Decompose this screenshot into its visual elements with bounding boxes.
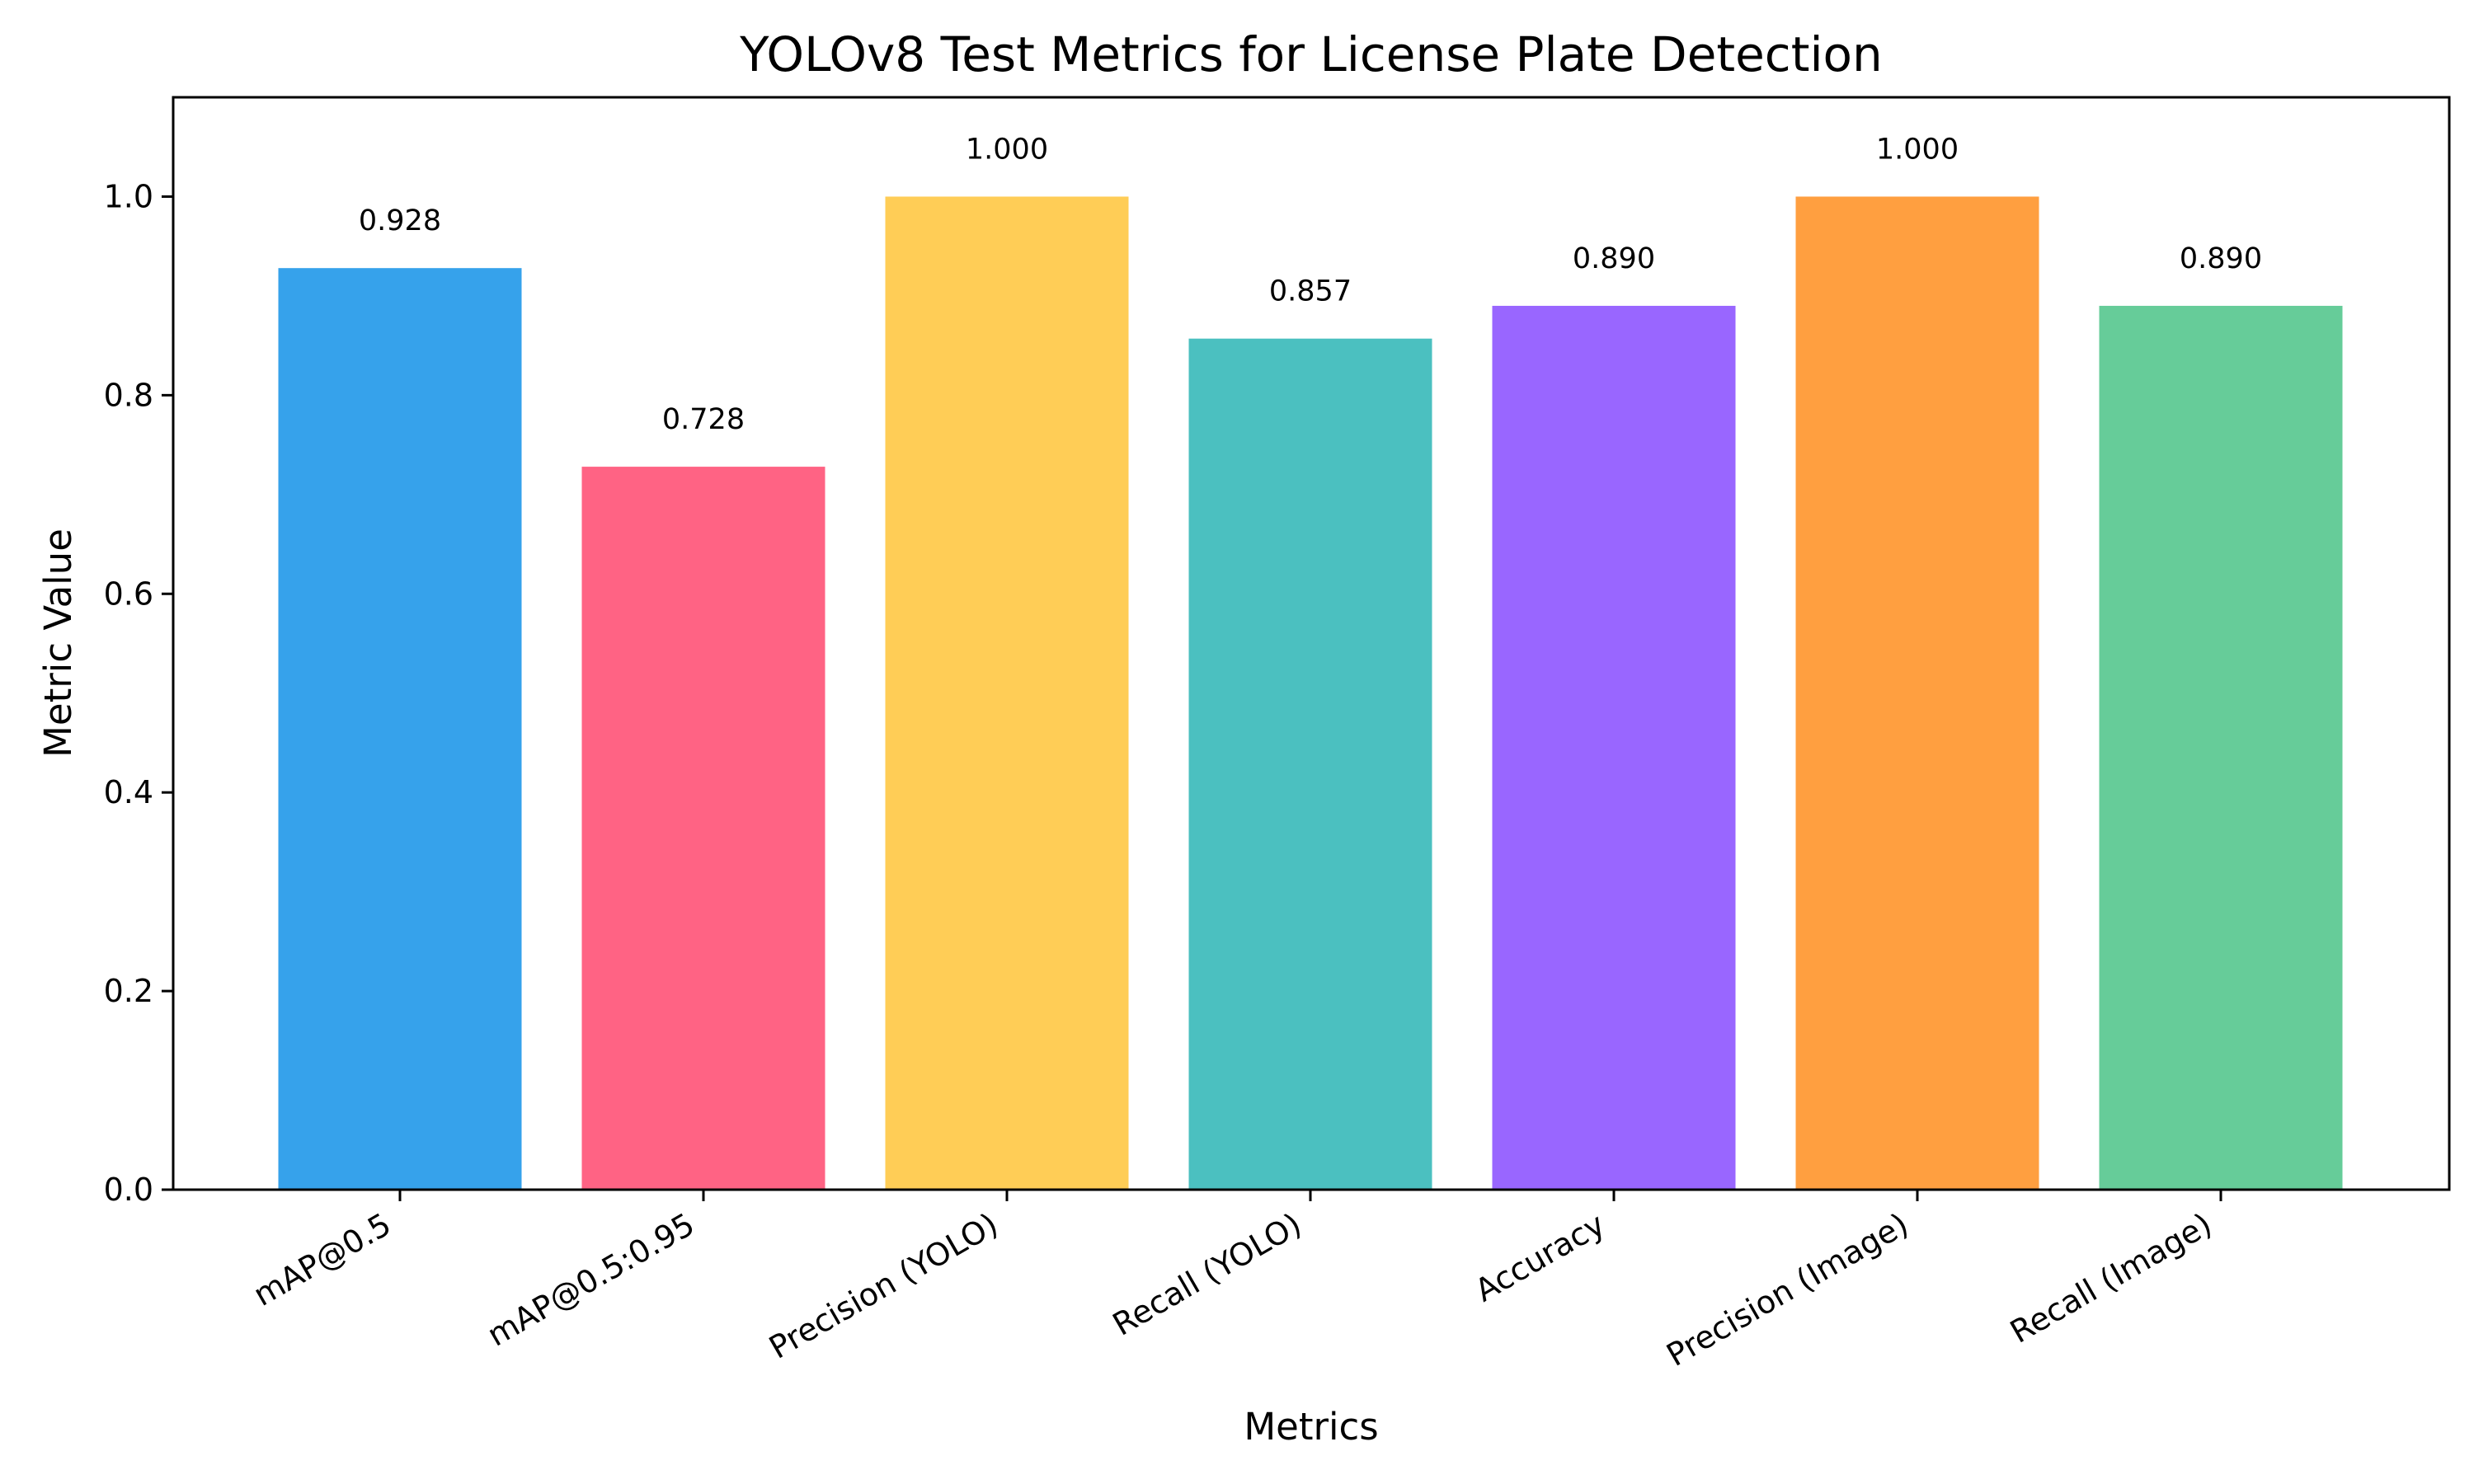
- bars-layer: [278, 196, 2343, 1190]
- bar-recall-yolo: [1188, 338, 1432, 1190]
- y-tick-label: 0.6: [104, 575, 153, 612]
- y-tick-label: 0.4: [104, 774, 153, 810]
- bar-value-label: 1.000: [1876, 133, 1959, 166]
- bar-precision-image: [1795, 196, 2039, 1190]
- y-axis: 0.0 0.2 0.4 0.6 0.8 1.0: [104, 178, 173, 1208]
- y-tick-label: 0.2: [104, 973, 153, 1009]
- value-labels-layer: 0.928 0.728 1.000 0.857 0.890 1.000 0.890: [359, 133, 2262, 436]
- bar-value-label: 0.890: [1573, 242, 1655, 275]
- bar-map-0-5: [278, 268, 522, 1190]
- y-axis-label: Metric Value: [36, 528, 80, 758]
- bar-recall-image: [2099, 305, 2343, 1190]
- bar-precision-yolo: [885, 196, 1129, 1190]
- bar-value-label: 0.857: [1269, 275, 1352, 308]
- bar-value-label: 0.728: [662, 403, 745, 436]
- y-tick-label: 1.0: [104, 178, 153, 214]
- chart-title: YOLOv8 Test Metrics for License Plate De…: [739, 26, 1883, 82]
- y-tick-label: 0.0: [104, 1172, 153, 1208]
- bar-accuracy: [1492, 305, 1736, 1190]
- bar-value-label: 1.000: [966, 133, 1048, 166]
- bar-value-label: 0.890: [2180, 242, 2262, 275]
- y-tick-label: 0.8: [104, 377, 153, 413]
- bar-map-0-5-0-95: [581, 467, 825, 1190]
- x-axis-label: Metrics: [1244, 1405, 1378, 1449]
- bar-value-label: 0.928: [359, 204, 441, 237]
